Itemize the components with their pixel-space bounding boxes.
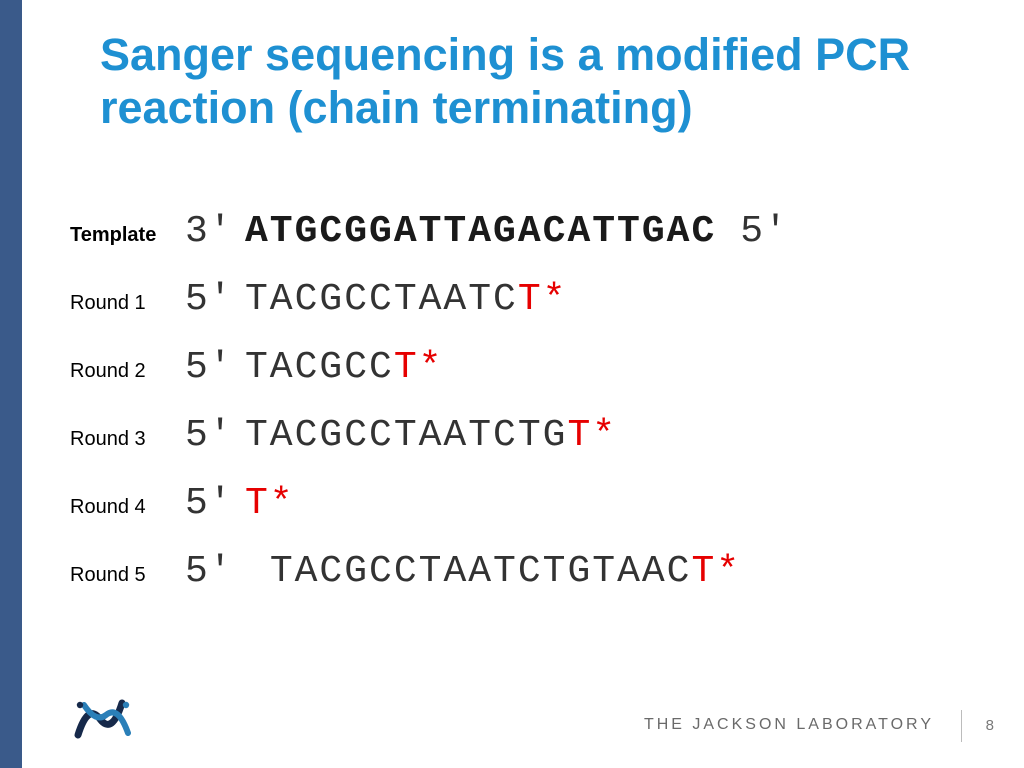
row-label: Round 4 [70,486,185,519]
round-row: Round 4 5' T* [70,482,990,546]
seq-text: TACGCCTAATCT* [245,278,567,321]
end-label: 5' [185,346,245,389]
seq-text: TACGCCTAATCTGTAACT* [245,550,741,593]
terminator: T* [394,346,444,389]
end-label: 5' [185,550,245,593]
round-row: Round 1 5' TACGCCTAATCT* [70,278,990,342]
slide-footer: THE JACKSON LABORATORY 8 [0,678,1024,768]
seq-template: ATGCGGATTAGACATTGAC [245,210,716,253]
row-label: Round 2 [70,350,185,383]
left-accent-bar [0,0,22,768]
end-label-template: 3' [185,210,245,253]
end-label: 5' [185,414,245,457]
row-label: Round 5 [70,554,185,587]
terminator: T* [691,550,741,593]
row-label: Round 3 [70,418,185,451]
seq-text: TACGCCT* [245,346,443,389]
page-divider [961,710,962,742]
seq-text: TACGCCTAATCTGT* [245,414,617,457]
end-label: 5' [185,482,245,525]
terminator: T* [518,278,568,321]
jax-logo-icon [70,695,140,748]
round-row: Round 3 5' TACGCCTAATCTGT* [70,414,990,478]
round-row: Round 5 5' TACGCCTAATCTGTAACT* [70,550,990,614]
page-number: 8 [986,717,994,734]
sequence-block: Template 3' ATGCGGATTAGACATTGAC 5' Round… [70,210,990,618]
round-row: Round 2 5' TACGCCT* [70,346,990,410]
row-label: Round 1 [70,282,185,315]
terminator: T* [567,414,617,457]
lab-name-text: THE JACKSON LABORATORY [644,716,934,734]
trail-end-template: 5' [740,210,788,253]
slide-title: Sanger sequencing is a modified PCR reac… [100,28,950,134]
template-row: Template 3' ATGCGGATTAGACATTGAC 5' [70,210,990,274]
terminator: T* [245,482,295,525]
row-label-template: Template [70,214,185,247]
seq-text: T* [245,482,295,525]
end-label: 5' [185,278,245,321]
